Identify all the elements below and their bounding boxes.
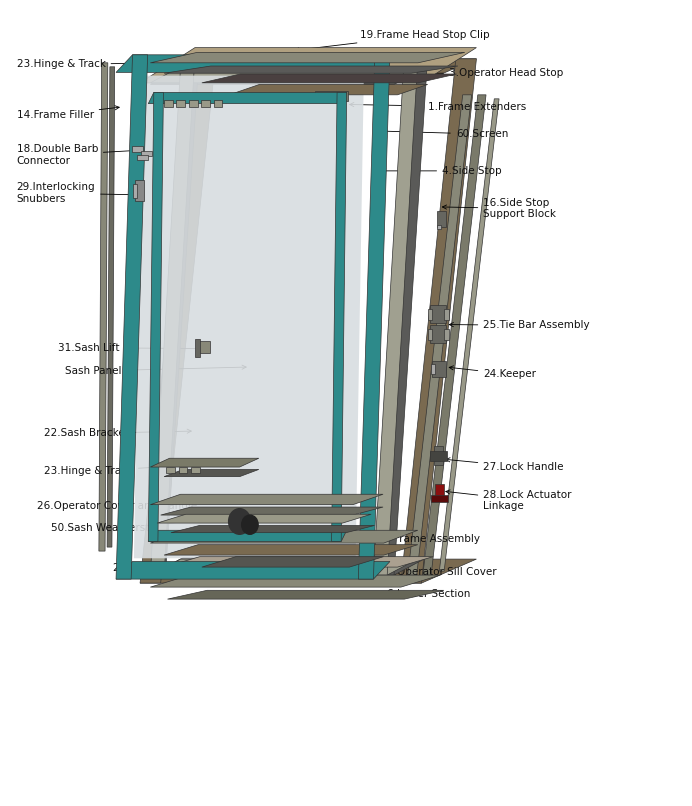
Polygon shape xyxy=(157,514,371,523)
Text: 23.Hinge & Track: 23.Hinge & Track xyxy=(17,60,164,69)
Bar xyxy=(437,226,441,229)
Bar xyxy=(179,467,188,473)
Polygon shape xyxy=(171,526,374,533)
Circle shape xyxy=(242,515,258,534)
Bar xyxy=(197,341,210,353)
Polygon shape xyxy=(116,562,390,579)
Polygon shape xyxy=(140,59,476,83)
Polygon shape xyxy=(99,63,108,551)
Polygon shape xyxy=(401,59,476,583)
Bar xyxy=(432,361,446,376)
Text: 29.Interlocking
Snubbers: 29.Interlocking Snubbers xyxy=(17,182,140,204)
Polygon shape xyxy=(202,557,383,567)
Text: 26.Operator Cover and Handle: 26.Operator Cover and Handle xyxy=(37,497,233,511)
Text: 27.Lock Handle: 27.Lock Handle xyxy=(446,458,564,472)
Polygon shape xyxy=(116,55,390,73)
Polygon shape xyxy=(140,48,476,83)
Polygon shape xyxy=(408,95,472,575)
Polygon shape xyxy=(116,55,147,579)
Text: 24.Keeper: 24.Keeper xyxy=(449,366,536,379)
Polygon shape xyxy=(423,95,486,575)
Polygon shape xyxy=(107,67,115,547)
Polygon shape xyxy=(202,74,457,83)
Polygon shape xyxy=(161,507,383,515)
Bar xyxy=(435,484,444,499)
Polygon shape xyxy=(164,545,418,555)
Polygon shape xyxy=(150,558,427,575)
Polygon shape xyxy=(379,67,427,575)
Polygon shape xyxy=(148,93,163,542)
Polygon shape xyxy=(150,459,259,467)
Bar xyxy=(189,100,198,107)
Bar xyxy=(315,91,348,102)
Bar xyxy=(164,100,173,107)
Polygon shape xyxy=(150,67,194,575)
Bar xyxy=(434,447,444,465)
Text: 20.Operator: 20.Operator xyxy=(113,558,260,573)
Polygon shape xyxy=(164,469,259,476)
Text: 4.Side Stop: 4.Side Stop xyxy=(377,166,502,176)
Polygon shape xyxy=(150,559,417,575)
Circle shape xyxy=(228,509,251,534)
Polygon shape xyxy=(439,99,499,571)
Text: 18.Double Barb
Connector: 18.Double Barb Connector xyxy=(17,144,140,166)
Bar xyxy=(137,155,148,160)
Text: 25.Tie Bar Assembly: 25.Tie Bar Assembly xyxy=(449,320,590,330)
Polygon shape xyxy=(150,67,199,575)
Bar xyxy=(430,451,447,461)
Text: 50.Sash Weatherstrip: 50.Sash Weatherstrip xyxy=(51,517,219,533)
Text: Sash Panel: Sash Panel xyxy=(64,365,246,376)
Polygon shape xyxy=(148,93,347,104)
Bar xyxy=(132,146,143,152)
Text: 60.Screen: 60.Screen xyxy=(377,129,508,139)
Polygon shape xyxy=(331,93,347,542)
Polygon shape xyxy=(150,575,440,587)
Bar xyxy=(214,100,222,107)
Text: 6.Lower Section: 6.Lower Section xyxy=(363,582,471,600)
Bar xyxy=(132,184,136,198)
Bar xyxy=(431,495,448,502)
Polygon shape xyxy=(150,494,383,505)
Text: 5.Operator Sill Cover: 5.Operator Sill Cover xyxy=(363,559,497,577)
Polygon shape xyxy=(140,559,476,583)
Polygon shape xyxy=(134,76,364,559)
Polygon shape xyxy=(150,52,465,63)
Polygon shape xyxy=(140,59,216,583)
Polygon shape xyxy=(167,590,444,599)
Bar xyxy=(444,329,449,340)
Polygon shape xyxy=(164,557,433,567)
Polygon shape xyxy=(164,66,458,73)
Bar xyxy=(428,329,432,340)
Polygon shape xyxy=(229,85,428,95)
Bar xyxy=(444,309,449,320)
Polygon shape xyxy=(148,530,347,542)
Text: 19.Frame Head Stop Clip: 19.Frame Head Stop Clip xyxy=(295,30,489,52)
Bar xyxy=(191,467,200,473)
Text: 23.Hinge & Track: 23.Hinge & Track xyxy=(44,463,184,476)
Bar xyxy=(166,467,175,473)
Text: 22.Sash Bracket: 22.Sash Bracket xyxy=(44,429,191,438)
Bar xyxy=(141,151,152,156)
Polygon shape xyxy=(150,67,417,83)
Bar xyxy=(430,326,446,343)
Bar xyxy=(430,305,446,323)
Text: 28.Lock Actuator
Linkage: 28.Lock Actuator Linkage xyxy=(446,490,572,512)
Bar xyxy=(135,180,144,202)
Bar xyxy=(437,211,446,227)
Bar xyxy=(176,100,185,107)
Text: 14.Frame Filler: 14.Frame Filler xyxy=(17,106,119,120)
Bar xyxy=(201,100,210,107)
Bar xyxy=(428,309,432,320)
Text: 1.Frame Extenders: 1.Frame Extenders xyxy=(349,102,527,112)
Text: 31.Sash Lift: 31.Sash Lift xyxy=(57,343,205,353)
Text: Frame Assembly: Frame Assembly xyxy=(363,531,480,544)
Text: 3.Operator Head Stop: 3.Operator Head Stop xyxy=(349,69,563,78)
Bar xyxy=(431,364,435,374)
Polygon shape xyxy=(374,67,417,575)
Polygon shape xyxy=(358,55,390,579)
Polygon shape xyxy=(150,67,427,85)
Polygon shape xyxy=(150,530,418,543)
Bar xyxy=(195,339,201,356)
Text: 16.Side Stop
Support Block: 16.Side Stop Support Block xyxy=(442,197,556,219)
